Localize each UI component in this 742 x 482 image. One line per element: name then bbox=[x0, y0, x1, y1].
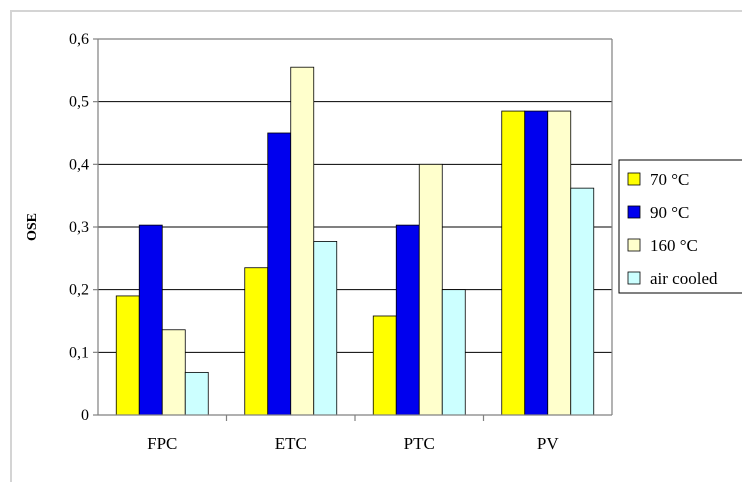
x-tick-labels: FPC ETC PTC PV bbox=[147, 415, 559, 453]
y-tick-label: 0,6 bbox=[69, 31, 89, 48]
y-tick-label: 0,2 bbox=[69, 282, 89, 299]
bar-fpc-series-2 bbox=[138, 224, 163, 416]
bar-fpc-series-4 bbox=[184, 371, 209, 416]
y-tick-label: 0 bbox=[81, 407, 89, 424]
bar-ptc-series-3 bbox=[418, 163, 443, 416]
bar-pv-series-4 bbox=[570, 187, 595, 416]
bar-pv-series-1 bbox=[501, 110, 526, 416]
legend-label: 90 °C bbox=[650, 203, 689, 222]
y-tick-label: 0,1 bbox=[69, 344, 89, 361]
y-tick-label: 0,3 bbox=[69, 219, 89, 236]
bar-pv-series-2 bbox=[524, 110, 549, 416]
legend-swatch bbox=[627, 238, 641, 252]
legend-swatch bbox=[627, 172, 641, 186]
bar-etc-series-4 bbox=[313, 241, 338, 416]
bar-ptc-series-1 bbox=[372, 315, 397, 416]
y-tick-labels: 0 0,1 0,2 0,3 0,4 0,5 0,6 bbox=[69, 31, 98, 424]
legend-label: air cooled bbox=[650, 269, 718, 288]
legend-label: 160 °C bbox=[650, 236, 698, 255]
y-tick-label: 0,5 bbox=[69, 94, 89, 111]
legend: 70 °C 90 °C 160 °C air cooled bbox=[618, 159, 742, 294]
bar-ptc-series-4 bbox=[441, 289, 466, 416]
legend-label: 70 °C bbox=[650, 170, 689, 189]
x-category-label: PTC bbox=[404, 434, 435, 453]
x-category-label: ETC bbox=[275, 434, 307, 453]
bar-fpc-series-1 bbox=[115, 295, 140, 416]
bars bbox=[115, 66, 595, 416]
bar-fpc-series-3 bbox=[161, 329, 186, 416]
y-tick-label: 0,4 bbox=[69, 156, 89, 173]
legend-swatch bbox=[627, 271, 641, 285]
bar-etc-series-3 bbox=[290, 66, 315, 416]
y-axis-label: OSE bbox=[25, 213, 40, 241]
bar-etc-series-1 bbox=[244, 267, 269, 416]
x-category-label: PV bbox=[537, 434, 559, 453]
x-category-label: FPC bbox=[147, 434, 177, 453]
bar-ptc-series-2 bbox=[395, 224, 420, 416]
legend-swatch bbox=[627, 205, 641, 219]
bar-etc-series-2 bbox=[267, 132, 292, 416]
bar-pv-series-3 bbox=[547, 110, 572, 416]
